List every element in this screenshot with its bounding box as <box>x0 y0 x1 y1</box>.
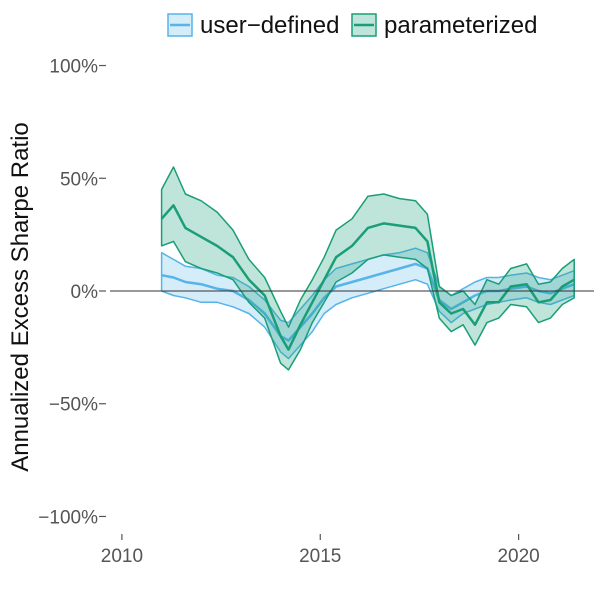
y-tick-label: 0% <box>71 282 99 303</box>
y-tick-label: −50% <box>49 395 98 416</box>
x-tick-label: 2010 <box>101 546 143 567</box>
y-tick-label: 50% <box>60 169 98 190</box>
axes: −100% −50% 0% 50% 100% 2010 2015 2020 <box>38 57 539 567</box>
legend-label-0: user−defined <box>200 12 339 39</box>
y-tick-label: 100% <box>49 57 98 78</box>
x-tick-label: 2015 <box>299 546 341 567</box>
legend-label-1: parameterized <box>384 12 537 39</box>
x-tick-label: 2020 <box>497 546 539 567</box>
legend: user−defined parameterized <box>167 12 537 39</box>
y-axis-title: Annualized Excess Sharpe Ratio <box>7 122 34 472</box>
plot-area <box>110 166 594 371</box>
series-1-mean-line <box>160 204 575 351</box>
y-tick-label: −100% <box>38 507 98 528</box>
